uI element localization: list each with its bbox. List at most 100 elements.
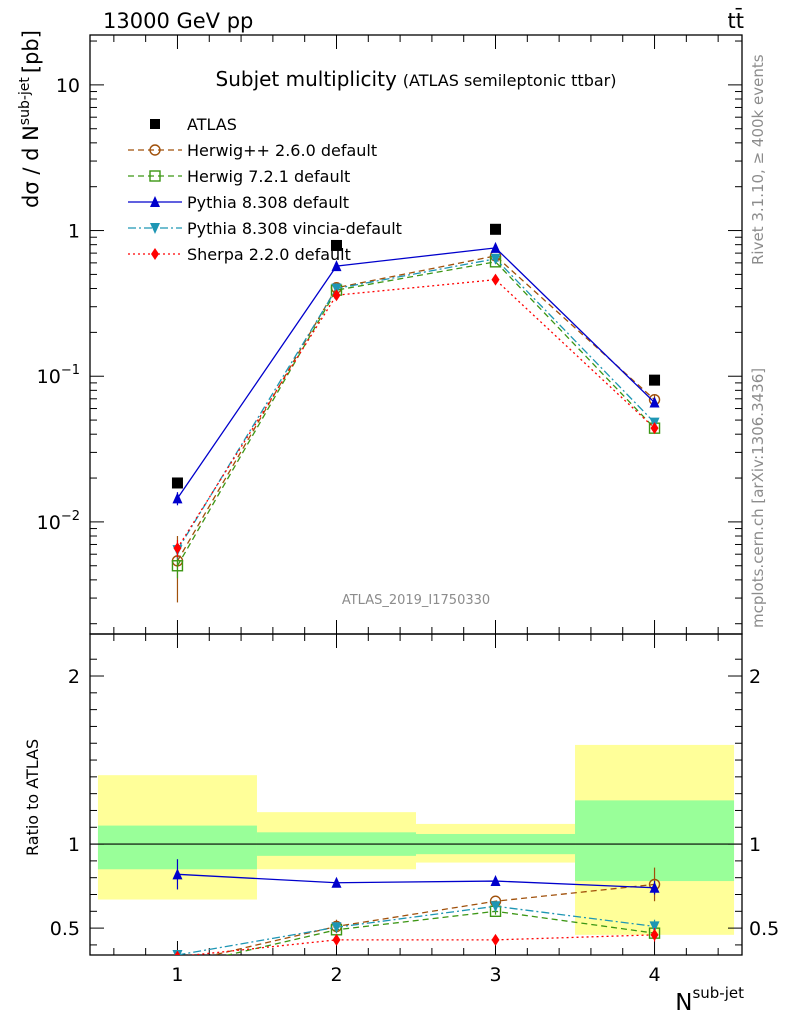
title-main: Subjet multiplicity — [216, 67, 397, 91]
series-line — [176, 261, 656, 567]
ratio-point — [174, 950, 181, 955]
ratio-line — [225, 910, 655, 955]
ratio-y-tick-label: 0.5 — [50, 918, 80, 940]
series-line — [176, 247, 655, 499]
y-tick-label: 1 — [68, 221, 80, 243]
ratio-y-tick-label-right: 2 — [749, 666, 761, 688]
main-plot: 10 1 10−1 10−2 — [37, 34, 743, 635]
ratio-point — [649, 881, 660, 893]
ratio-point — [490, 875, 501, 887]
series-line — [176, 258, 656, 551]
ratio-y-axis-label: Ratio to ATLAS — [23, 739, 42, 856]
data-point — [331, 283, 342, 295]
legend-label: ATLAS — [187, 115, 237, 134]
data-point — [172, 492, 183, 504]
legend-item: Herwig 7.2.1 default — [128, 167, 350, 186]
ratio-point — [172, 868, 183, 880]
data-point — [490, 241, 501, 253]
ratio-point — [491, 933, 500, 946]
legend-item: Sherpa 2.2.0 default — [128, 245, 351, 264]
rivet-label: Rivet 3.1.10, ≥ 400k events — [749, 54, 767, 265]
ratio-y-tick-label-right: 1 — [749, 834, 761, 856]
data-point — [171, 560, 184, 572]
legend-marker — [151, 248, 159, 260]
y-axis-label-sup: sub-jet — [17, 77, 33, 126]
ratio-point — [331, 876, 342, 888]
x-axis-label-sup: sub-jet — [692, 984, 744, 1002]
data-point — [490, 253, 501, 265]
y-tick-label: 10−1 — [37, 363, 80, 388]
legend-marker — [150, 196, 160, 207]
series-herwig-7-2-1-default — [171, 256, 661, 579]
x-tick-label: 4 — [648, 964, 660, 986]
ratio-y-tick-label: 2 — [68, 666, 80, 688]
ratio-y-tick-label: 1 — [68, 834, 80, 856]
ratio-point — [650, 928, 659, 941]
legend-label: Pythia 8.308 default — [187, 193, 349, 212]
series-line — [176, 255, 655, 562]
x-tick-label: 2 — [330, 964, 342, 986]
y-axis-label-unit: [pb] — [19, 30, 43, 73]
series-pythia-8-308-vincia-default — [172, 253, 660, 559]
data-point — [332, 289, 341, 302]
x-tick-label: 1 — [171, 964, 183, 986]
energy-label: 13000 GeV pp — [103, 9, 253, 33]
legend-item: Herwig++ 2.6.0 default — [128, 141, 377, 160]
data-point — [330, 239, 342, 251]
series-sherpa-2-2-0-default — [173, 273, 659, 558]
ratio-line — [210, 883, 655, 955]
data-point — [171, 477, 183, 489]
legend-marker — [149, 170, 161, 182]
legend-item: Pythia 8.308 vincia-default — [128, 219, 402, 238]
series-atlas — [171, 223, 661, 489]
ratio-plot: 1 2 3 4 0.5 0.5 1 1 2 2 — [50, 633, 779, 986]
plot-title: Subjet multiplicity (ATLAS semileptonic t… — [216, 67, 617, 91]
ratio-sherpa-2-2-0-default — [174, 928, 659, 955]
x-axis-label-main: N — [675, 990, 692, 1016]
ratio-point — [490, 901, 501, 913]
data-point — [331, 260, 342, 272]
data-point — [650, 422, 659, 435]
ratio-frame — [89, 633, 743, 956]
y-tick-label: 10−2 — [37, 509, 80, 534]
legend-marker — [150, 223, 160, 234]
legend-label: Sherpa 2.2.0 default — [187, 245, 351, 264]
x-axis-label: Nsub-jet — [675, 984, 744, 1016]
ratio-point — [332, 933, 341, 946]
analysis-id: ATLAS_2019_I1750330 — [342, 593, 490, 608]
x-tick-label: 3 — [489, 964, 501, 986]
data-point — [649, 396, 660, 408]
ratio-pythia-8-308-default — [172, 859, 660, 895]
ratio-line — [177, 905, 655, 955]
process-label: tt̄ — [728, 8, 744, 33]
legend-label: Herwig 7.2.1 default — [187, 167, 350, 186]
y-axis-label: dσ / d Nsub-jet [pb] — [17, 30, 43, 208]
y-axis-label-main: dσ / d N — [19, 125, 43, 208]
legend-marker — [150, 119, 160, 129]
title-sub: (ATLAS semileptonic ttbar) — [403, 71, 617, 90]
legend-item: Pythia 8.308 default — [128, 193, 349, 212]
legend-marker — [149, 144, 161, 156]
data-point — [490, 223, 502, 235]
ratio-point — [649, 921, 660, 933]
ratio-pythia-8-308-vincia-default — [172, 901, 660, 955]
series-line — [176, 279, 655, 549]
mcplots-label: mcplots.cern.ch [arXiv:1306.3436] — [749, 368, 767, 628]
y-tick-label: 10 — [56, 75, 80, 97]
series-herwig-2-6-0-default — [171, 250, 661, 603]
ratio-line — [187, 934, 655, 955]
legend-item: ATLAS — [150, 115, 237, 134]
legend: ATLAS Herwig++ 2.6.0 default Herwig 7.2.1 … — [128, 115, 402, 264]
series-pythia-8-308-default — [172, 241, 660, 506]
ratio-series — [172, 859, 661, 955]
legend-label: Herwig++ 2.6.0 default — [187, 141, 377, 160]
ratio-line — [177, 873, 655, 889]
data-point — [173, 542, 182, 555]
data-point — [649, 374, 661, 386]
data-point — [491, 273, 500, 286]
ratio-y-tick-label-right: 0.5 — [749, 918, 779, 940]
legend-label: Pythia 8.308 vincia-default — [187, 219, 402, 238]
ratio-point — [331, 922, 342, 934]
uncertainty-bands — [97, 744, 735, 935]
